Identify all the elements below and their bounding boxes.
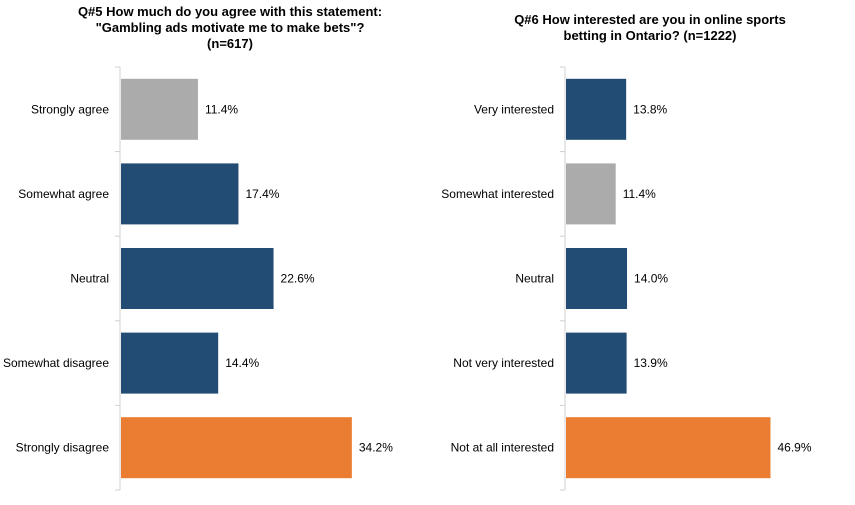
bar <box>121 417 352 479</box>
bar <box>566 332 627 394</box>
category-label: Somewhat interested <box>441 187 554 201</box>
category-label: Not at all interested <box>451 441 554 455</box>
chart-title-q6: Q#6 How interested are you in online spo… <box>440 12 855 44</box>
data-label: 13.8% <box>633 102 667 116</box>
category-label: Somewhat agree <box>18 187 109 201</box>
data-label: 17.4% <box>245 187 279 201</box>
data-label: 14.0% <box>634 272 668 286</box>
bar <box>566 163 616 225</box>
bar <box>566 78 627 140</box>
chart-title-line: Q#6 How interested are you in online spo… <box>514 12 786 27</box>
category-label: Strongly agree <box>31 102 109 116</box>
bar <box>121 78 198 140</box>
bar <box>121 248 274 309</box>
data-label: 14.4% <box>225 356 259 370</box>
bar <box>566 248 628 309</box>
category-label: Very interested <box>474 102 554 116</box>
data-label: 22.6% <box>281 272 315 286</box>
data-label: 13.9% <box>634 356 668 370</box>
category-label: Somewhat disagree <box>3 356 109 370</box>
bar <box>566 417 771 479</box>
data-label: 11.4% <box>205 102 238 116</box>
category-label: Neutral <box>70 272 109 286</box>
chart-title-line: "Gambling ads motivate me to make bets"? <box>95 20 365 35</box>
chart-title-line: betting in Ontario? (n=1222) <box>563 28 737 43</box>
data-label: 46.9% <box>777 441 811 455</box>
bar <box>121 332 219 394</box>
data-label: 11.4% <box>623 187 656 201</box>
bar <box>121 163 239 225</box>
category-label: Not very interested <box>453 356 554 370</box>
category-label: Neutral <box>515 272 554 286</box>
chart-title-line: Q#5 How much do you agree with this stat… <box>77 4 383 19</box>
category-label: Strongly disagree <box>16 441 110 455</box>
chart-title-q5: Q#5 How much do you agree with this stat… <box>10 4 450 52</box>
data-label: 34.2% <box>359 441 393 455</box>
chart-title-line: (n=617) <box>207 36 253 51</box>
